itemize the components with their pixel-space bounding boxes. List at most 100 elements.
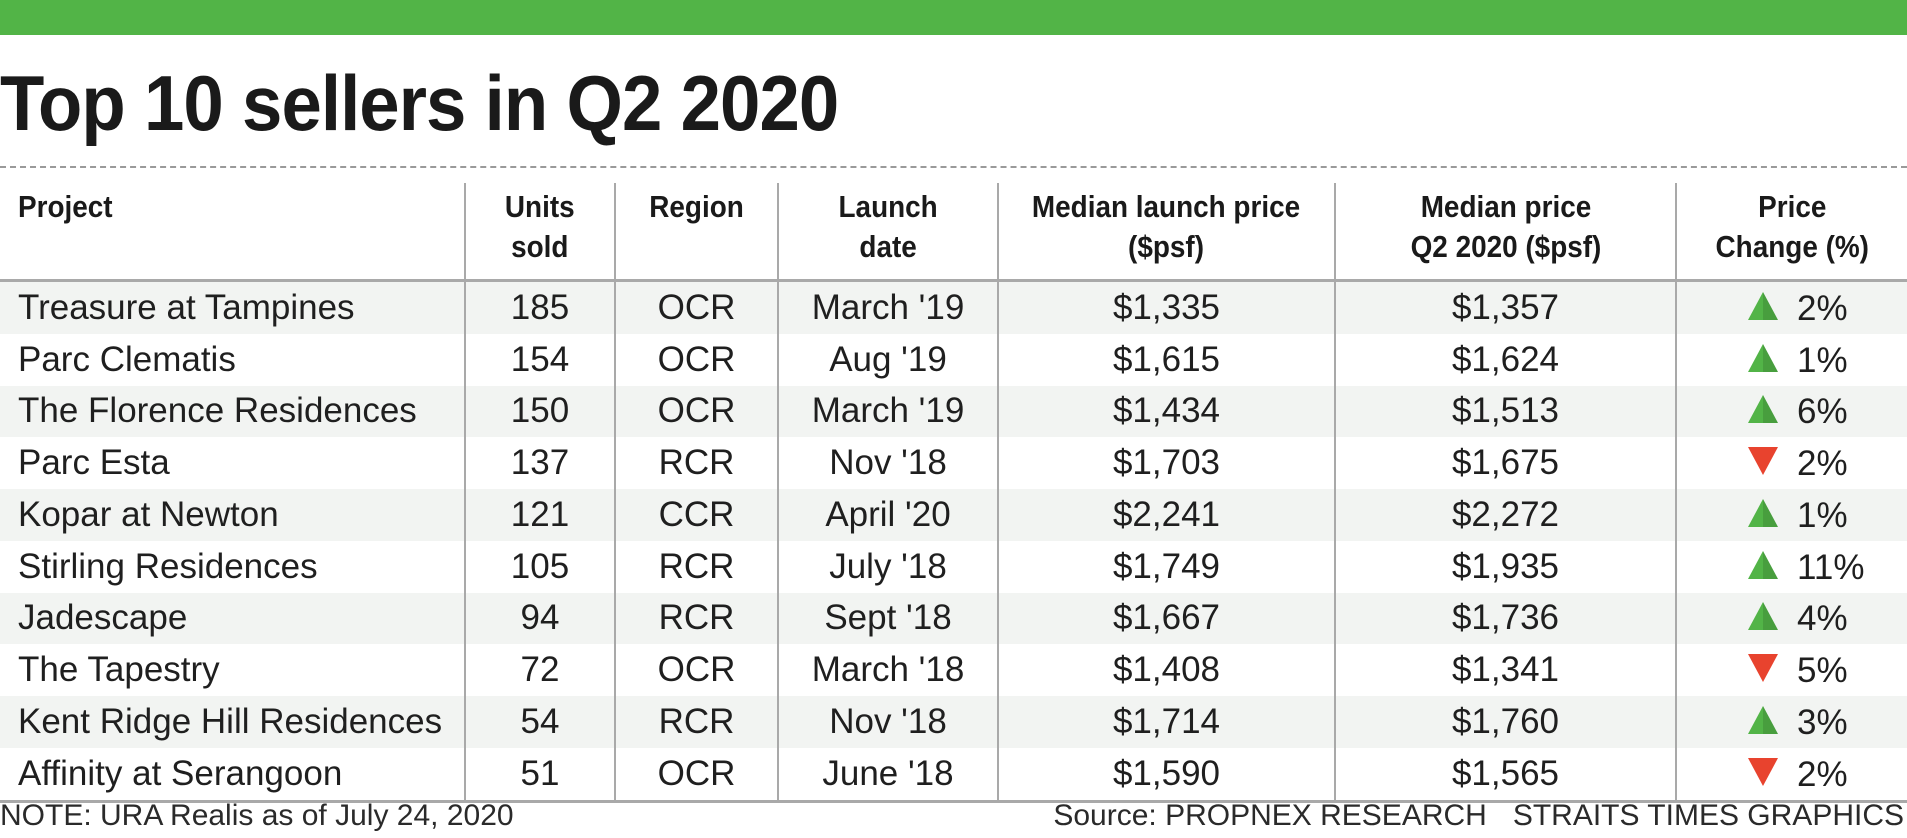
triangle-up-icon [1748, 550, 1778, 579]
median-price-q2-cell: $1,513 [1334, 385, 1676, 438]
median-price-q2-cell: $1,935 [1334, 540, 1676, 593]
price-change-value: 2% [1797, 444, 1848, 483]
region-cell: RCR [614, 696, 778, 748]
price-change-cell: 2% [1675, 280, 1907, 334]
table-row: Kopar at Newton 121 CCR April '20 $2,241 $2,2… [0, 489, 1907, 541]
region-cell: OCR [614, 644, 778, 696]
launch-date-cell: March '19 [777, 385, 998, 438]
price-change-value: 5% [1797, 651, 1848, 690]
median-launch-price-cell: $1,749 [997, 540, 1335, 593]
table-row: The Florence Residences 150 OCR March '19 $1… [0, 385, 1907, 438]
units-sold-cell: 137 [464, 437, 615, 489]
header-launch-date: Launch date [777, 183, 998, 282]
units-sold-cell: 51 [464, 747, 615, 803]
triangle-down-icon [1748, 447, 1778, 475]
price-change-value: 6% [1797, 392, 1848, 432]
price-change-cell: 5% [1675, 644, 1907, 696]
price-change-cell: 1% [1675, 333, 1907, 386]
price-change-cell: 6% [1675, 385, 1907, 438]
launch-date-cell: April '20 [777, 489, 998, 541]
price-change-value: 2% [1797, 288, 1848, 328]
launch-date-cell: July '18 [777, 540, 998, 593]
price-change-cell: 3% [1675, 696, 1907, 748]
source-line: Source: PROPNEX RESEARCH STRAITS TIMES GR… [1053, 796, 1904, 836]
header-median-price-q2: Median price Q2 2020 ($psf) [1334, 183, 1676, 282]
header-units-sold: Units sold [464, 183, 615, 282]
project-cell: Parc Esta [0, 437, 465, 489]
sellers-table: Project Units sold Region Launch date Me… [0, 183, 1907, 803]
source-text: Source: PROPNEX RESEARCH [1053, 799, 1487, 832]
region-cell: RCR [614, 437, 778, 489]
median-price-q2-cell: $1,624 [1334, 333, 1676, 386]
triangle-up-icon [1748, 395, 1778, 424]
project-cell: The Florence Residences [0, 385, 465, 438]
launch-date-cell: Sept '18 [777, 592, 998, 645]
price-change-cell: 2% [1675, 437, 1907, 489]
triangle-up-icon [1748, 291, 1778, 320]
triangle-up-icon [1748, 602, 1778, 631]
credit-text: STRAITS TIMES GRAPHICS [1512, 799, 1904, 832]
header-region: Region [614, 183, 778, 282]
header-project: Project [0, 183, 465, 282]
units-sold-cell: 54 [464, 696, 615, 748]
footnote: NOTE: URA Realis as of July 24, 2020 [0, 799, 514, 832]
header-median-launch-price: Median launch price ($psf) [997, 183, 1335, 282]
median-price-q2-cell: $1,357 [1334, 280, 1676, 334]
launch-date-cell: March '19 [777, 280, 998, 334]
launch-date-cell: Nov '18 [777, 437, 998, 489]
median-price-q2-cell: $1,760 [1334, 696, 1676, 748]
region-cell: RCR [614, 592, 778, 645]
table-body: Treasure at Tampines 185 OCR March '19 $1,33… [0, 280, 1907, 803]
price-change-cell: 2% [1675, 747, 1907, 803]
page-title: Top 10 sellers in Q2 2020 [0, 59, 839, 147]
project-cell: Kopar at Newton [0, 489, 465, 541]
table-row: Parc Clematis 154 OCR Aug '19 $1,615 $1,624 1% [0, 333, 1907, 386]
units-sold-cell: 185 [464, 280, 615, 334]
project-cell: Affinity at Serangoon [0, 747, 465, 803]
launch-date-cell: Nov '18 [777, 696, 998, 748]
units-sold-cell: 154 [464, 333, 615, 386]
triangle-down-icon [1748, 654, 1778, 682]
table-row: Parc Esta 137 RCR Nov '18 $1,703 $1,675 2% [0, 437, 1907, 489]
region-cell: RCR [614, 540, 778, 593]
units-sold-cell: 105 [464, 540, 615, 593]
median-price-q2-cell: $1,675 [1334, 437, 1676, 489]
project-cell: The Tapestry [0, 644, 465, 696]
units-sold-cell: 72 [464, 644, 615, 696]
project-cell: Kent Ridge Hill Residences [0, 696, 465, 748]
region-cell: OCR [614, 280, 778, 334]
region-cell: CCR [614, 489, 778, 541]
triangle-down-icon [1748, 757, 1778, 786]
top-accent-bar [0, 0, 1907, 35]
median-launch-price-cell: $2,241 [997, 489, 1335, 541]
triangle-up-icon [1748, 343, 1778, 372]
table-row: The Tapestry 72 OCR March '18 $1,408 $1,341 5% [0, 644, 1907, 696]
project-cell: Jadescape [0, 592, 465, 645]
table-row: Jadescape 94 RCR Sept '18 $1,667 $1,736 4% [0, 592, 1907, 645]
price-change-value: 1% [1797, 340, 1848, 380]
units-sold-cell: 94 [464, 592, 615, 645]
price-change-value: 4% [1797, 599, 1848, 639]
table-row: Kent Ridge Hill Residences 54 RCR Nov '18 $1… [0, 696, 1907, 748]
table-row: Treasure at Tampines 185 OCR March '19 $1,33… [0, 280, 1907, 334]
median-price-q2-cell: $2,272 [1334, 489, 1676, 541]
median-price-q2-cell: $1,736 [1334, 592, 1676, 645]
header-price-change: Price Change (%) [1675, 183, 1907, 282]
price-change-value: 2% [1797, 754, 1848, 794]
region-cell: OCR [614, 385, 778, 438]
dashed-divider [0, 166, 1907, 168]
project-cell: Stirling Residences [0, 540, 465, 593]
price-change-value: 1% [1797, 495, 1848, 535]
price-change-cell: 1% [1675, 489, 1907, 541]
triangle-up-icon [1748, 498, 1778, 527]
median-launch-price-cell: $1,590 [997, 747, 1335, 803]
median-launch-price-cell: $1,615 [997, 333, 1335, 386]
median-price-q2-cell: $1,341 [1334, 644, 1676, 696]
price-change-cell: 4% [1675, 592, 1907, 645]
median-launch-price-cell: $1,434 [997, 385, 1335, 438]
median-price-q2-cell: $1,565 [1334, 747, 1676, 803]
table-row: Affinity at Serangoon 51 OCR June '18 $1,590… [0, 747, 1907, 803]
launch-date-cell: Aug '19 [777, 333, 998, 386]
median-launch-price-cell: $1,667 [997, 592, 1335, 645]
price-change-value: 3% [1797, 702, 1848, 742]
